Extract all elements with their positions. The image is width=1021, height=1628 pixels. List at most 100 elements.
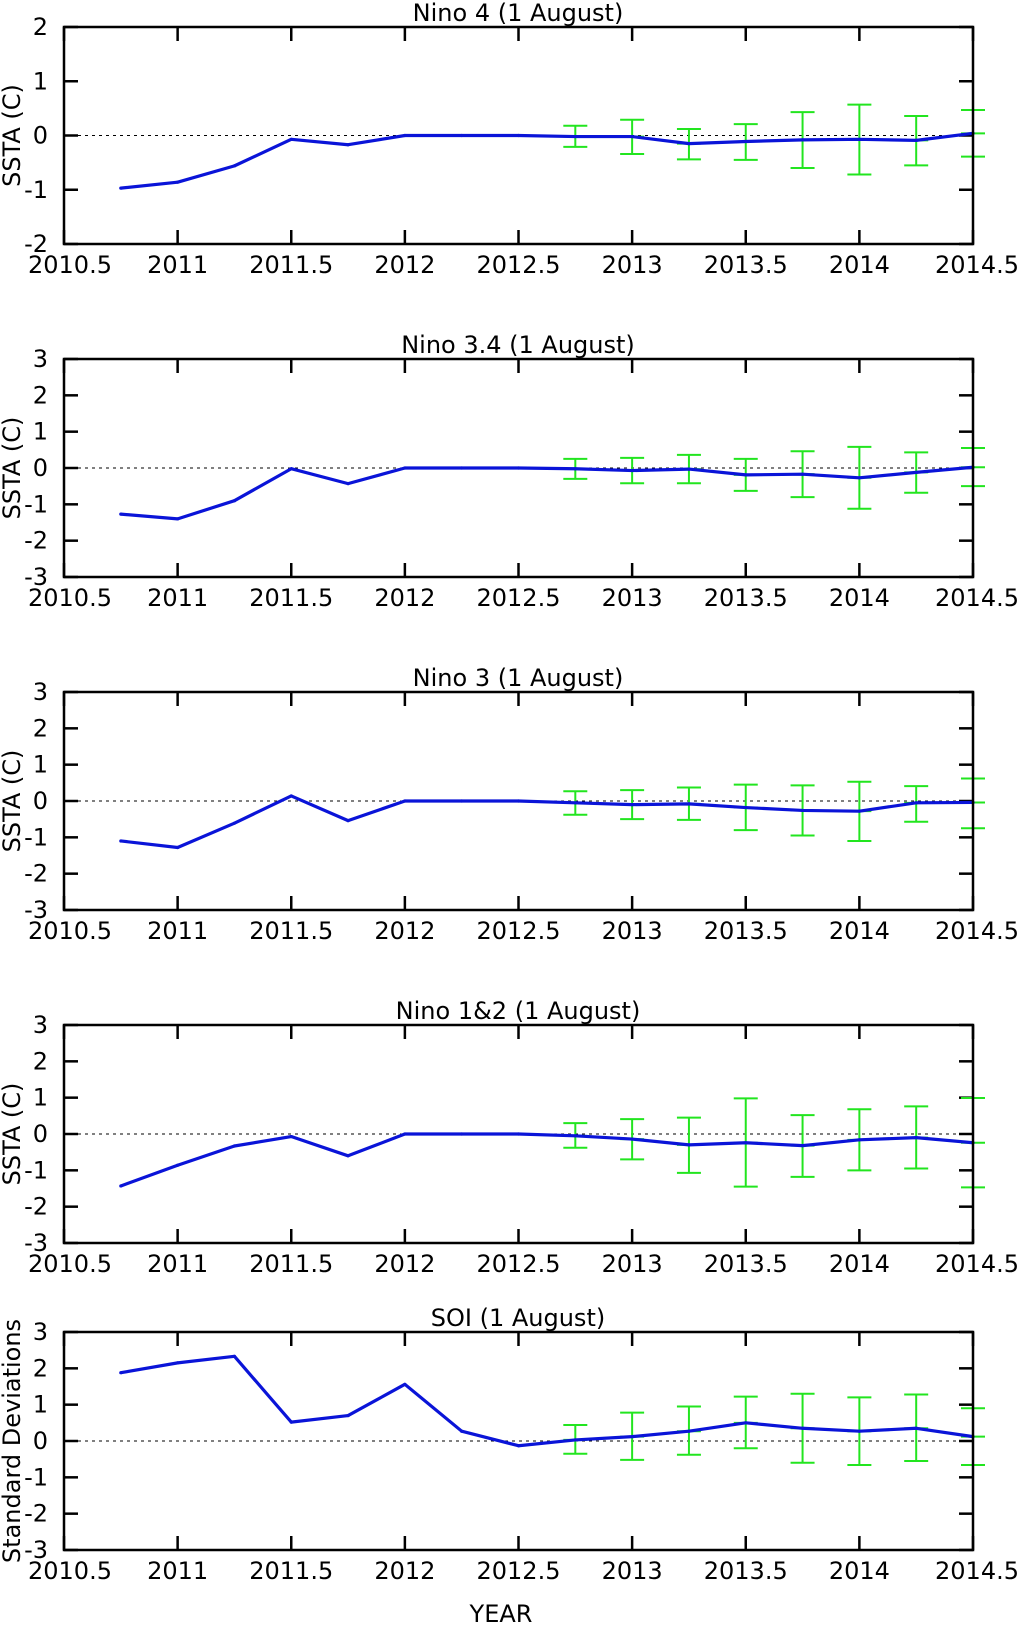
- series-point: [857, 809, 861, 813]
- series-point: [800, 808, 805, 813]
- series-point: [289, 1134, 293, 1139]
- series-point: [573, 801, 577, 805]
- x-tick-label: 2012.5: [477, 1250, 561, 1278]
- series-point: [800, 138, 805, 142]
- series-point: [516, 1132, 521, 1136]
- y-axis-label: Standard Deviations: [0, 1319, 26, 1563]
- series-point: [176, 845, 180, 850]
- x-tick-label: 2011.5: [249, 1557, 333, 1585]
- plot-frame: [62, 1023, 975, 1245]
- plot-frame: [62, 1330, 975, 1552]
- series-point: [744, 1421, 748, 1425]
- chart-title: SOI (1 August): [431, 1304, 605, 1332]
- series-point: [800, 1426, 805, 1430]
- series-point: [460, 1429, 464, 1433]
- x-tick-label: 2014: [829, 917, 890, 945]
- series-point: [232, 821, 237, 825]
- y-tick-label: 2: [33, 381, 48, 409]
- x-tick-label: 2013: [602, 917, 663, 945]
- y-tick-label: 3: [33, 1011, 48, 1039]
- series-point: [914, 1426, 918, 1430]
- x-tick-label: 2013: [602, 1557, 663, 1585]
- y-tick-label: 3: [33, 1318, 48, 1346]
- series-line: [120, 794, 974, 850]
- series-line: [120, 131, 974, 190]
- x-axis-label: YEAR: [469, 1600, 533, 1628]
- y-tick-label: -1: [24, 1463, 48, 1491]
- x-tick-label: 2013.5: [704, 1557, 788, 1585]
- series-point: [630, 803, 634, 807]
- series-point: [744, 473, 748, 477]
- series-point: [119, 512, 123, 516]
- series-point: [914, 801, 918, 805]
- x-tick-label: 2013: [602, 1250, 663, 1278]
- x-tick-label: 2011: [147, 917, 208, 945]
- x-tick-label: 2014: [829, 1250, 890, 1278]
- x-tick-label: 2010.5: [28, 584, 112, 612]
- series-point: [119, 1184, 123, 1188]
- y-tick-label: 1: [33, 67, 48, 95]
- y-tick-label: -3: [24, 1229, 48, 1257]
- series-point: [573, 1438, 577, 1442]
- y-tick-label: -2: [24, 1500, 48, 1528]
- y-tick-label: -3: [24, 896, 48, 924]
- series-point: [119, 839, 123, 843]
- series-point: [289, 794, 293, 798]
- series-point: [176, 517, 180, 521]
- series-point: [460, 799, 464, 803]
- x-tick-label: 2010.5: [28, 917, 112, 945]
- y-tick-label: 1: [33, 751, 48, 779]
- chart-title: Nino 1&2 (1 August): [396, 997, 641, 1025]
- chart-title: Nino 3.4 (1 August): [401, 331, 635, 359]
- chart-panel-1: 2010.5 2011 2011.5 2012 2012.5 2013 2013.5 2014…: [0, 0, 1019, 279]
- series-point: [630, 468, 634, 473]
- x-tick-label: 2010.5: [28, 1250, 112, 1278]
- series-point: [744, 139, 748, 144]
- series-point: [744, 805, 748, 810]
- series-point: [630, 1137, 634, 1141]
- x-tick-label: 2014: [829, 1557, 890, 1585]
- y-tick-label: 2: [33, 1354, 48, 1382]
- y-tick-label: -2: [24, 527, 48, 555]
- series-point: [573, 134, 577, 139]
- x-tick-label: 2013.5: [704, 251, 788, 279]
- series-point: [289, 1420, 293, 1424]
- series-line: [120, 1354, 974, 1448]
- series-point: [687, 1429, 691, 1433]
- series-point: [687, 467, 691, 471]
- series-point: [289, 467, 293, 471]
- series-point: [176, 1163, 180, 1167]
- series-point: [687, 802, 691, 806]
- x-tick-label: 2014.5: [935, 917, 1019, 945]
- x-tick-label: 2012: [374, 251, 435, 279]
- y-tick-label: 1: [33, 418, 48, 446]
- y-tick-label: -1: [24, 823, 48, 851]
- y-tick-label: 0: [33, 1120, 48, 1148]
- series-point: [289, 137, 293, 141]
- x-tick-label: 2012: [374, 584, 435, 612]
- x-tick-label: 2014.5: [935, 251, 1019, 279]
- y-tick-label: -1: [24, 490, 48, 518]
- x-tick-label: 2010.5: [28, 1557, 112, 1585]
- x-tick-label: 2011: [147, 251, 208, 279]
- series-point: [914, 1136, 918, 1140]
- y-tick-label: 3: [33, 678, 48, 706]
- x-tick-label: 2011: [147, 1557, 208, 1585]
- x-tick-label: 2012: [374, 1250, 435, 1278]
- x-tick-label: 2013: [602, 251, 663, 279]
- series-point: [346, 482, 350, 486]
- y-axis-label: SSTA (C): [0, 1083, 26, 1186]
- series-point: [232, 1354, 237, 1358]
- series-line: [120, 1132, 974, 1188]
- y-tick-label: 0: [33, 1427, 48, 1455]
- plot-frame: [62, 357, 975, 579]
- series-point: [176, 180, 180, 184]
- x-tick-label: 2014.5: [935, 584, 1019, 612]
- series-point: [346, 1413, 350, 1418]
- x-tick-label: 2011.5: [249, 251, 333, 279]
- series-point: [403, 799, 407, 803]
- series-point: [460, 133, 464, 138]
- x-tick-label: 2012.5: [477, 251, 561, 279]
- y-axis-label: SSTA (C): [0, 750, 26, 853]
